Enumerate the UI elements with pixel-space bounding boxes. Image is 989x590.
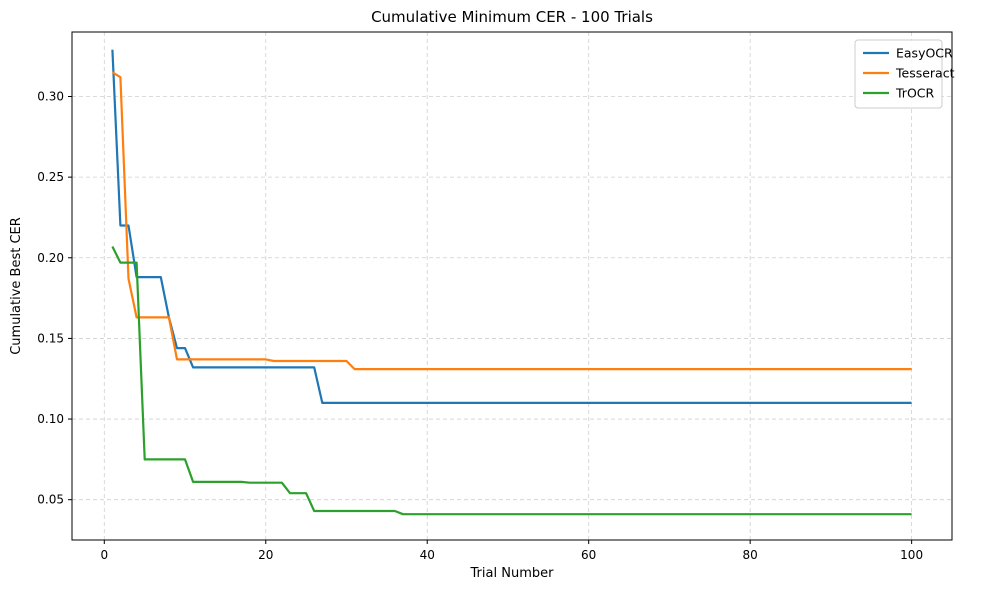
legend-label: EasyOCR	[896, 46, 953, 61]
chart-title: Cumulative Minimum CER - 100 Trials	[371, 8, 653, 26]
y-axis-label: Cumulative Best CER	[9, 217, 24, 355]
y-axis-ticks: 0.05 0.10 0.15 0.20 0.25 0.30	[37, 90, 72, 507]
grid	[72, 32, 952, 540]
y-tick-label: 0.05	[37, 493, 64, 507]
x-axis-label: Trial Number	[470, 566, 555, 581]
x-tick-label: 80	[743, 548, 758, 562]
legend: EasyOCR Tesseract TrOCR	[854, 39, 955, 109]
y-tick-label: 0.20	[37, 251, 64, 265]
legend-box	[854, 39, 943, 109]
x-tick-label: 40	[420, 548, 435, 562]
plot-frame	[71, 31, 953, 541]
legend-label: TrOCR	[895, 86, 935, 101]
legend-label: Tesseract	[895, 66, 955, 81]
y-tick-label: 0.10	[37, 412, 64, 426]
series-lines	[111, 49, 912, 516]
x-tick-label: 60	[581, 548, 596, 562]
y-tick-label: 0.25	[37, 170, 64, 184]
y-tick-label: 0.15	[37, 331, 64, 345]
x-tick-label: 0	[100, 548, 108, 562]
x-axis-ticks: 0 20 40 60 80 100	[100, 540, 923, 562]
series-line-trocr	[111, 246, 912, 516]
y-tick-label: 0.30	[37, 90, 64, 104]
x-tick-label: 100	[900, 548, 923, 562]
x-tick-label: 20	[258, 548, 273, 562]
series-line-tesseract	[111, 71, 912, 371]
